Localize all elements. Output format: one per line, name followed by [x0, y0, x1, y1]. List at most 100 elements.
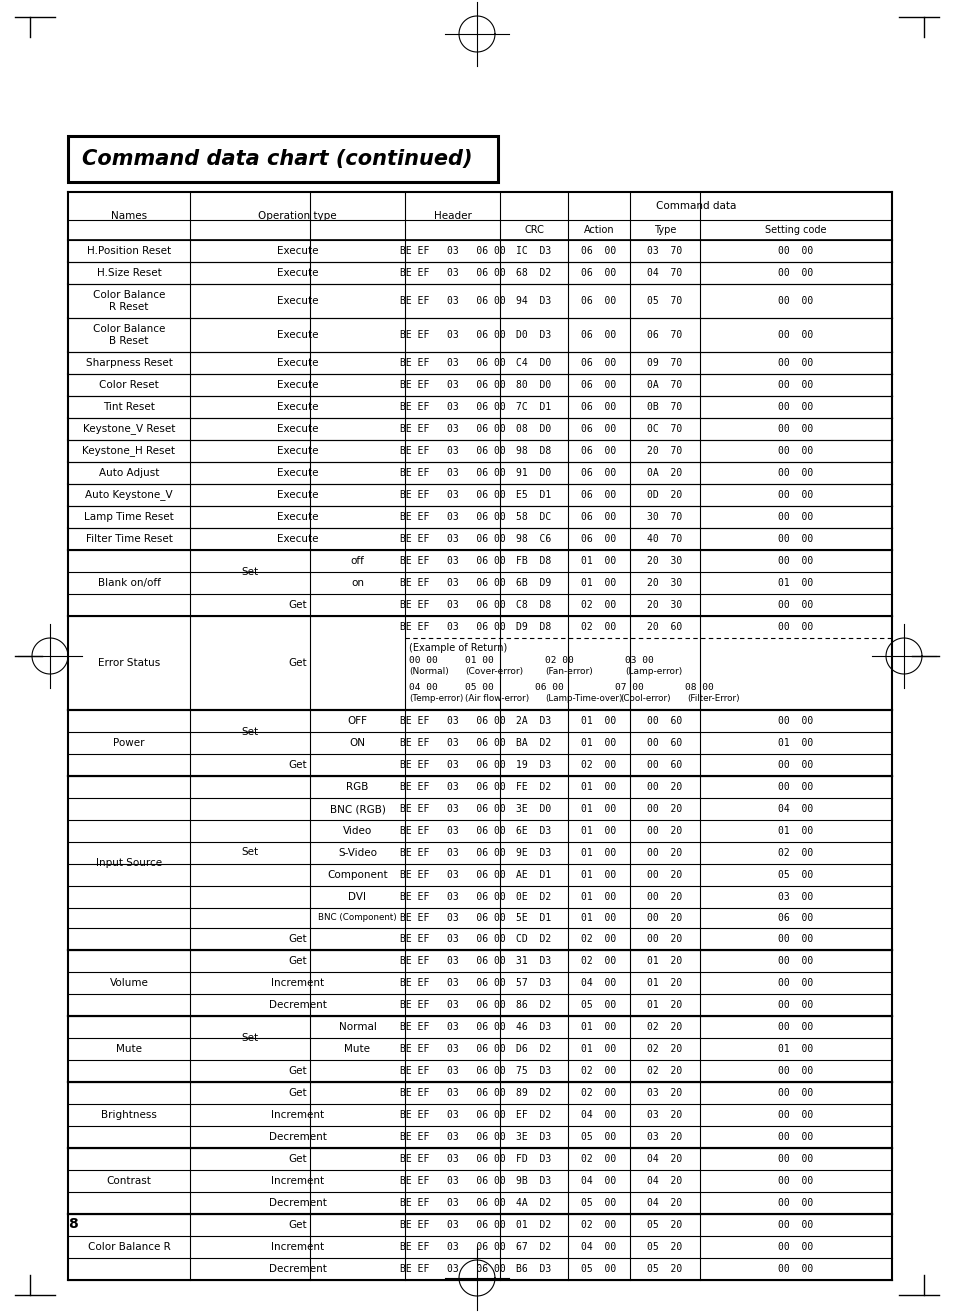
Text: 00  00: 00 00 [778, 1065, 813, 1076]
Text: 00  00: 00 00 [778, 468, 813, 478]
Text: BE EF   03   06 00: BE EF 03 06 00 [399, 247, 505, 256]
Text: BE EF   03   06 00: BE EF 03 06 00 [399, 512, 505, 522]
Text: 0A  70: 0A 70 [647, 380, 682, 390]
Text: 00  00: 00 00 [778, 380, 813, 390]
Text: 05  20: 05 20 [647, 1263, 682, 1274]
Text: 00  00: 00 00 [778, 1176, 813, 1186]
Text: 00  00: 00 00 [778, 1088, 813, 1098]
Text: 06  00: 06 00 [580, 468, 616, 478]
Text: BE EF   03   06 00: BE EF 03 06 00 [399, 1242, 505, 1252]
Text: 00  00: 00 00 [778, 1000, 813, 1010]
Text: 01  00: 01 00 [778, 827, 813, 836]
Text: 01  00: 01 00 [778, 737, 813, 748]
Text: 00  00: 00 00 [778, 446, 813, 457]
Text: Execute: Execute [276, 268, 318, 278]
Text: 05  00: 05 00 [580, 1000, 616, 1010]
Text: BE EF   03   06 00: BE EF 03 06 00 [399, 401, 505, 412]
Text: RGB: RGB [346, 782, 368, 792]
Text: 02  00: 02 00 [778, 848, 813, 858]
Text: 46  D3: 46 D3 [516, 1022, 551, 1033]
Text: (Temp-error): (Temp-error) [409, 694, 463, 703]
Text: 9E  D3: 9E D3 [516, 848, 551, 858]
Text: D6  D2: D6 D2 [516, 1044, 551, 1054]
Text: Get: Get [288, 760, 307, 770]
Text: 06  00: 06 00 [580, 297, 616, 306]
Text: 00  20: 00 20 [647, 827, 682, 836]
Text: 02  00: 02 00 [580, 956, 616, 966]
Text: Color Balance R: Color Balance R [88, 1242, 171, 1252]
Text: 7C  D1: 7C D1 [516, 401, 551, 412]
Text: 00  00: 00 00 [778, 716, 813, 726]
Text: 06  00: 06 00 [580, 247, 616, 256]
Text: Execute: Execute [276, 424, 318, 434]
Text: 94  D3: 94 D3 [516, 297, 551, 306]
Text: BE EF   03   06 00: BE EF 03 06 00 [399, 534, 505, 544]
Text: 75  D3: 75 D3 [516, 1065, 551, 1076]
Text: BE EF   03   06 00: BE EF 03 06 00 [399, 297, 505, 306]
Text: Component: Component [327, 870, 388, 880]
Text: 01  00: 01 00 [580, 892, 616, 903]
Text: Sharpness Reset: Sharpness Reset [86, 358, 172, 367]
Text: 30  70: 30 70 [647, 512, 682, 522]
Text: 31  D3: 31 D3 [516, 956, 551, 966]
Text: 00  00: 00 00 [778, 622, 813, 632]
Text: 05  00: 05 00 [580, 1132, 616, 1141]
Text: 01 00: 01 00 [464, 656, 494, 665]
Text: Operation type: Operation type [258, 211, 336, 220]
Text: 04 00: 04 00 [409, 684, 437, 691]
Text: 01  00: 01 00 [580, 737, 616, 748]
Text: 05 00: 05 00 [464, 684, 494, 691]
Text: 20  30: 20 30 [647, 600, 682, 610]
Text: BE EF   03   06 00: BE EF 03 06 00 [399, 892, 505, 903]
Text: 08  D0: 08 D0 [516, 424, 551, 434]
Text: 01  00: 01 00 [580, 556, 616, 565]
Text: 00  00: 00 00 [778, 977, 813, 988]
Text: BE EF   03   06 00: BE EF 03 06 00 [399, 716, 505, 726]
FancyBboxPatch shape [68, 136, 497, 182]
Text: Get: Get [288, 1088, 307, 1098]
Text: 19  D3: 19 D3 [516, 760, 551, 770]
Text: BE EF   03   06 00: BE EF 03 06 00 [399, 1044, 505, 1054]
Text: BE EF   03   06 00: BE EF 03 06 00 [399, 380, 505, 390]
Text: BE EF   03   06 00: BE EF 03 06 00 [399, 1155, 505, 1164]
Text: Color Reset: Color Reset [99, 380, 159, 390]
Text: Blank on/off: Blank on/off [97, 579, 160, 588]
Text: Filter Time Reset: Filter Time Reset [86, 534, 172, 544]
Text: 00  00: 00 00 [778, 1132, 813, 1141]
Text: 00  20: 00 20 [647, 782, 682, 792]
Text: Decrement: Decrement [269, 1198, 326, 1208]
Text: 04  00: 04 00 [778, 804, 813, 813]
Text: 0A  20: 0A 20 [647, 468, 682, 478]
Text: 02  00: 02 00 [580, 600, 616, 610]
Text: 00  00: 00 00 [778, 956, 813, 966]
Text: 03  70: 03 70 [647, 247, 682, 256]
Text: 00  00: 00 00 [778, 556, 813, 565]
Text: 01  00: 01 00 [778, 579, 813, 588]
Text: Execute: Execute [276, 468, 318, 478]
Text: 00  60: 00 60 [647, 716, 682, 726]
Text: Get: Get [288, 1065, 307, 1076]
Text: 91  D0: 91 D0 [516, 468, 551, 478]
Text: Get: Get [288, 600, 307, 610]
Text: BE EF   03   06 00: BE EF 03 06 00 [399, 489, 505, 500]
Text: (Filter-Error): (Filter-Error) [686, 694, 739, 703]
Text: BE EF   03   06 00: BE EF 03 06 00 [399, 1065, 505, 1076]
Text: 08 00: 08 00 [684, 684, 713, 691]
Text: Decrement: Decrement [269, 1263, 326, 1274]
Text: Header: Header [433, 211, 471, 220]
Text: H.Size Reset: H.Size Reset [96, 268, 161, 278]
Text: 01  00: 01 00 [580, 827, 616, 836]
Text: BE EF   03   06 00: BE EF 03 06 00 [399, 1022, 505, 1033]
Text: 06  00: 06 00 [580, 512, 616, 522]
Text: 86  D2: 86 D2 [516, 1000, 551, 1010]
Text: Color Balance
B Reset: Color Balance B Reset [92, 324, 165, 346]
Text: Setting code: Setting code [764, 224, 826, 235]
Text: Increment: Increment [271, 977, 324, 988]
Text: Normal: Normal [338, 1022, 376, 1033]
Text: BE EF   03   06 00: BE EF 03 06 00 [399, 1088, 505, 1098]
Text: 01  00: 01 00 [580, 848, 616, 858]
Text: FE  D2: FE D2 [516, 782, 551, 792]
Text: 05  00: 05 00 [778, 870, 813, 880]
Text: BE EF   03   06 00: BE EF 03 06 00 [399, 913, 505, 924]
Text: 06  70: 06 70 [647, 331, 682, 340]
